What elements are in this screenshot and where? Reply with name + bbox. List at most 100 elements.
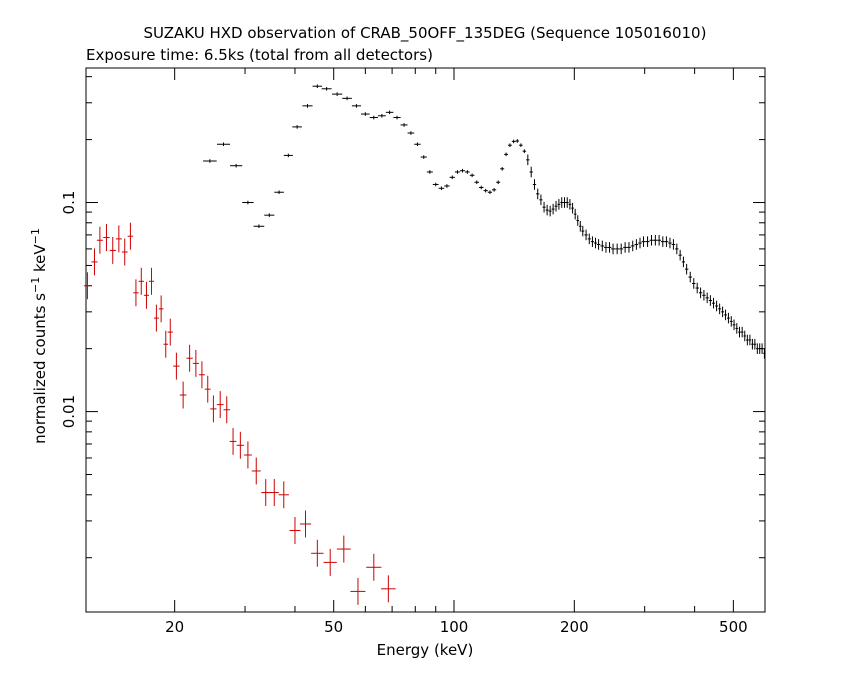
data-point [571, 202, 574, 214]
data-point [760, 343, 764, 354]
data-point [407, 131, 415, 135]
data-point [708, 295, 712, 306]
data-point [323, 548, 337, 576]
data-point [400, 123, 408, 127]
data-point [385, 110, 394, 115]
data-point [698, 287, 703, 299]
data-point [529, 166, 533, 178]
data-point [508, 143, 512, 148]
data-point [223, 396, 230, 424]
data-point [581, 225, 585, 237]
data-point [242, 200, 254, 205]
data-point [103, 224, 110, 252]
data-point [302, 104, 313, 108]
data-point [203, 159, 217, 163]
data-point [312, 84, 323, 89]
data-point [264, 213, 275, 217]
data-point [192, 349, 199, 377]
data-point [607, 242, 612, 253]
data-point [109, 236, 116, 264]
data-point [459, 168, 465, 173]
data-point [718, 303, 722, 315]
data-point [542, 201, 546, 213]
y-axis-label-sup2: −1 [29, 228, 42, 244]
data-point [548, 205, 552, 217]
data-point [496, 180, 501, 185]
data-point [554, 200, 558, 212]
data-series [83, 84, 766, 605]
data-point [738, 326, 741, 338]
data-point [83, 272, 91, 300]
data-point [492, 188, 497, 192]
data-point [332, 92, 343, 96]
data-point [186, 344, 193, 372]
data-point [596, 239, 601, 250]
data-point [645, 236, 650, 247]
data-point [311, 539, 324, 567]
data-point [444, 184, 450, 188]
data-point [695, 282, 699, 294]
data-point [243, 441, 252, 469]
data-point [500, 166, 505, 171]
data-point [173, 352, 180, 380]
data-point [350, 577, 366, 605]
data-point [536, 188, 540, 200]
x-axis-label: Energy (keV) [377, 641, 474, 659]
data-point [563, 197, 566, 208]
data-point [292, 125, 302, 129]
data-point [763, 348, 766, 359]
data-point [158, 295, 164, 323]
data-point [230, 163, 243, 168]
data-point [479, 185, 484, 190]
data-point [143, 281, 150, 309]
data-point [299, 510, 312, 538]
data-point [604, 242, 608, 253]
series-2 [83, 222, 396, 605]
data-point [600, 240, 605, 252]
data-point [229, 427, 237, 455]
data-point [121, 238, 128, 266]
data-point [393, 115, 401, 120]
y-tick-label: 0.01 [60, 395, 78, 428]
data-point [551, 203, 555, 215]
data-point [705, 292, 709, 304]
data-point [251, 457, 261, 485]
data-point [746, 334, 749, 346]
data-point [179, 381, 187, 409]
data-point [735, 323, 739, 334]
data-point [579, 220, 582, 232]
data-point [198, 361, 205, 389]
data-point [688, 271, 693, 283]
data-point [545, 204, 549, 216]
data-point [369, 115, 378, 120]
data-point [381, 575, 396, 603]
data-point [681, 256, 686, 268]
data-point [449, 175, 455, 180]
data-point [587, 233, 591, 245]
data-point [342, 96, 352, 101]
data-point [630, 240, 635, 252]
data-point [274, 190, 284, 195]
data-point [724, 309, 727, 321]
data-point [711, 297, 716, 309]
data-point [748, 334, 752, 346]
data-point [522, 149, 527, 153]
data-point [573, 208, 577, 220]
data-point [414, 142, 421, 147]
data-point [634, 239, 639, 250]
data-point [351, 104, 362, 108]
data-point [336, 535, 351, 563]
data-point [684, 263, 689, 275]
data-point [753, 338, 757, 350]
data-point [278, 481, 289, 509]
data-point [420, 155, 427, 159]
x-tick-label: 100 [440, 618, 469, 636]
data-point [216, 391, 224, 419]
data-point [729, 316, 733, 327]
data-point [91, 248, 98, 276]
data-point [692, 278, 696, 289]
data-point [469, 173, 475, 178]
data-point [153, 304, 159, 332]
data-point [483, 188, 488, 193]
